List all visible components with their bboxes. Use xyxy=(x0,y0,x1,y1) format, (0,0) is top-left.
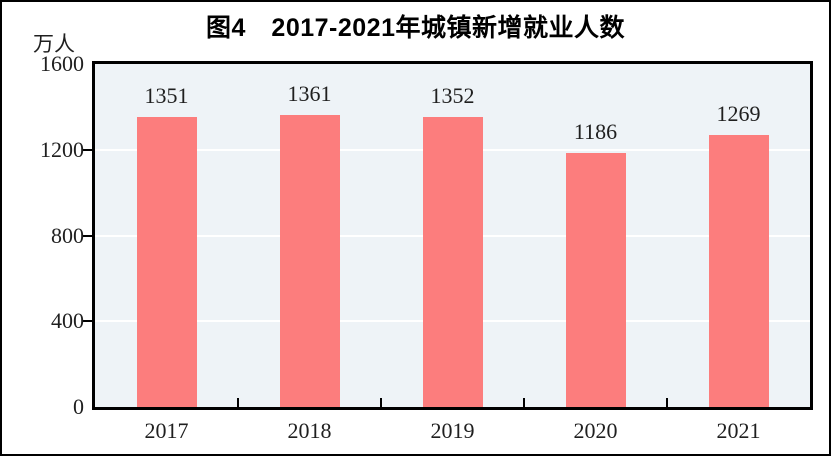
x-axis-tick xyxy=(666,398,668,407)
x-axis-tick-label: 2019 xyxy=(430,418,475,443)
bar-value-label: 1351 xyxy=(144,83,189,109)
y-axis-tick xyxy=(83,234,92,237)
y-axis-tick xyxy=(83,148,92,151)
y-axis-tick-label: 1600 xyxy=(40,51,84,76)
x-axis-tick xyxy=(380,398,382,407)
bar-2019 xyxy=(422,117,483,407)
bar-2021 xyxy=(708,134,769,407)
x-axis-tick-label: 2020 xyxy=(573,418,618,443)
y-axis-tick-label: 800 xyxy=(51,222,84,248)
bar-value-label: 1352 xyxy=(430,83,475,109)
bar-value-label: 1361 xyxy=(287,81,332,107)
plot-area: 1351 1361 1352 1186 1269 xyxy=(92,61,813,410)
y-axis-tick-label: 400 xyxy=(51,308,84,334)
y-axis-tick-label: 0 xyxy=(73,394,84,419)
y-axis-tick-label: 1200 xyxy=(40,136,84,162)
y-axis-unit-label: 万人 xyxy=(33,32,75,56)
x-axis-tick-label: 2018 xyxy=(287,418,332,443)
bar-value-label: 1269 xyxy=(716,100,761,126)
bar-value-label: 1186 xyxy=(573,118,618,144)
y-axis-tick xyxy=(83,320,92,323)
x-axis-tick xyxy=(523,398,525,407)
x-axis-tick-label: 2021 xyxy=(716,418,761,443)
bar-2017 xyxy=(136,117,197,407)
x-axis-tick xyxy=(237,398,239,407)
x-axis-tick-label: 2017 xyxy=(144,418,189,443)
bar-2020 xyxy=(565,152,626,407)
chart-title: 图4 2017-2021年城镇新增就业人数 xyxy=(206,14,625,42)
bar-2018 xyxy=(279,115,340,407)
